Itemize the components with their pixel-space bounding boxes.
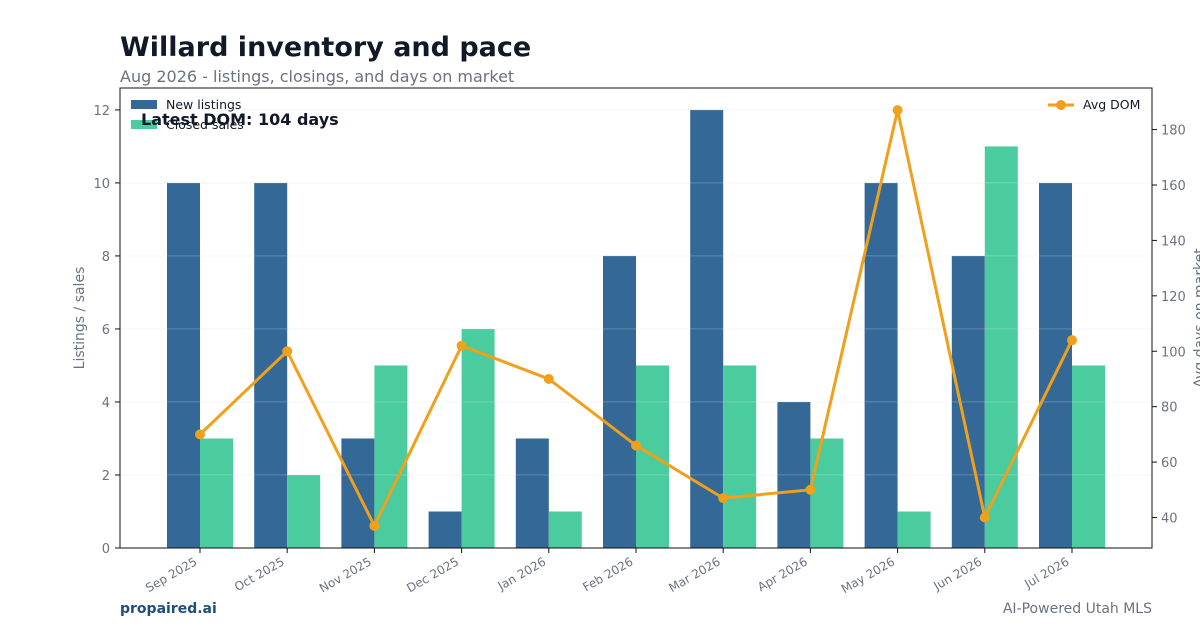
point-avg-dom: [282, 346, 293, 357]
point-avg-dom: [456, 340, 467, 351]
footer-tagline: AI-Powered Utah MLS: [1002, 601, 1152, 617]
legend-marker-avg-dom: [1056, 100, 1066, 110]
point-avg-dom: [1067, 335, 1077, 346]
bar-series: [120, 109, 1152, 549]
x-tick-label: Feb 2026: [580, 554, 635, 594]
bar-closed-sales: [810, 438, 844, 548]
y-tick-label: 0: [102, 542, 110, 557]
footer-brand[interactable]: propaired.ai: [120, 601, 217, 617]
bar-closed-sales: [287, 474, 321, 548]
point-avg-dom: [805, 484, 816, 495]
point-avg-dom: [718, 493, 729, 504]
y2-axis-label: Avg days on market: [1192, 248, 1200, 388]
x-tick-label: Jun 2026: [930, 554, 984, 593]
bar-new-listings: [864, 182, 898, 548]
x-tick-label: Apr 2026: [755, 554, 810, 594]
point-avg-dom: [631, 440, 641, 451]
y-tick-label: 8: [102, 250, 110, 265]
y2-tick-label: 180: [1161, 124, 1186, 139]
latest-dom-annotation: Latest DOM: 104 days: [141, 110, 339, 129]
x-tick-label: Sep 2025: [143, 554, 199, 595]
y-tick-label: 12: [93, 104, 110, 119]
y2-tick-label: 160: [1161, 179, 1186, 194]
point-avg-dom: [892, 105, 903, 116]
y2-tick-label: 120: [1161, 290, 1186, 305]
bar-new-listings: [951, 255, 985, 548]
bar-closed-sales: [374, 365, 408, 548]
y2-tick-label: 80: [1161, 401, 1178, 416]
bar-new-listings: [603, 255, 636, 548]
y-tick-label: 2: [102, 469, 110, 484]
bar-closed-sales: [200, 438, 233, 548]
legend-swatch-closed-sales: [131, 120, 157, 129]
point-avg-dom: [195, 429, 205, 440]
bar-closed-sales: [461, 328, 495, 548]
bar-closed-sales: [1072, 365, 1105, 548]
legend-label-new-listings: New listings: [166, 97, 241, 112]
y2-tick-label: 60: [1161, 456, 1178, 471]
y2-tick-label: 100: [1161, 345, 1186, 360]
y-tick-label: 6: [102, 323, 110, 338]
point-avg-dom: [369, 520, 380, 531]
bar-closed-sales: [984, 146, 1018, 548]
bar-closed-sales: [548, 511, 582, 548]
bar-new-listings: [690, 109, 724, 549]
x-tick-label: Mar 2026: [666, 554, 722, 595]
legend-swatch-new-listings: [131, 100, 157, 109]
legends: New listings Closed sales Avg DOM: [131, 97, 1140, 132]
bar-new-listings: [515, 438, 549, 548]
legend-label-closed-sales: Closed sales: [166, 117, 244, 132]
chart-subtitle: Aug 2026 - listings, closings, and days …: [120, 67, 515, 86]
legend-label-avg-dom: Avg DOM: [1083, 97, 1140, 112]
y2-tick-label: 140: [1161, 234, 1186, 249]
point-avg-dom: [543, 373, 554, 384]
chart-title: Willard inventory and pace: [120, 32, 532, 63]
line-series: [195, 105, 1077, 531]
x-tick-label: Oct 2025: [232, 554, 287, 594]
x-tick-label: May 2026: [839, 554, 897, 596]
x-tick-label: Nov 2025: [317, 554, 374, 595]
bar-closed-sales: [723, 365, 757, 548]
y2-tick-label: 40: [1161, 512, 1178, 527]
bar-closed-sales: [897, 511, 931, 548]
x-tick-label: Jul 2026: [1021, 554, 1071, 591]
bar-new-listings: [777, 401, 811, 548]
point-avg-dom: [979, 512, 990, 523]
bar-new-listings: [167, 182, 200, 548]
y-tick-label: 10: [93, 177, 110, 192]
x-tick-label: Jan 2026: [495, 554, 549, 593]
y-tick-label: 4: [102, 396, 110, 411]
x-tick-label: Dec 2025: [404, 554, 461, 595]
bar-new-listings: [1039, 182, 1072, 548]
y-axis-label: Listings / sales: [72, 267, 88, 370]
bar-new-listings: [428, 511, 462, 548]
